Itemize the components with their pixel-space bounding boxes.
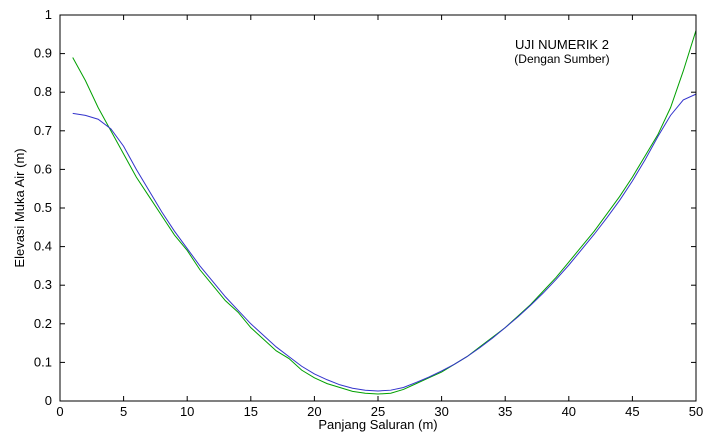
series-line-2 (72, 93, 697, 392)
plot-background (60, 15, 696, 401)
x-tick-label: 50 (689, 404, 703, 419)
x-tick-label: 10 (180, 404, 194, 419)
x-axis: 0 5 10 15 20 25 30 35 40 45 50 (56, 15, 703, 419)
y-tick-label: 0.5 (34, 200, 52, 215)
y-tick-label: 0.7 (34, 123, 52, 138)
x-tick-label: 15 (244, 404, 258, 419)
x-tick-label: 5 (120, 404, 127, 419)
y-tick-label: 0.2 (34, 316, 52, 331)
y-tick-label: 1 (45, 7, 52, 22)
y-tick-label: 0.9 (34, 46, 52, 61)
y-tick-label: 0 (45, 393, 52, 408)
series-line-1 (72, 30, 697, 395)
x-tick-label: 40 (562, 404, 576, 419)
y-tick-label: 0.1 (34, 354, 52, 369)
y-tick-label: 0.6 (34, 161, 52, 176)
x-tick-label: 0 (56, 404, 63, 419)
annotation-title: UJI NUMERIK 2 (515, 37, 609, 52)
x-tick-label: 20 (307, 404, 321, 419)
y-axis: 0 0.1 0.2 0.3 0.4 0.5 0.6 0.7 0.8 0.9 1 (34, 7, 696, 408)
y-tick-label: 0.3 (34, 277, 52, 292)
x-axis-label: Panjang Saluran (m) (318, 417, 437, 432)
y-tick-label: 0.8 (34, 84, 52, 99)
x-tick-label: 35 (498, 404, 512, 419)
annotation-subtitle: (Dengan Sumber) (514, 52, 609, 66)
x-tick-label: 45 (625, 404, 639, 419)
x-tick-label: 25 (371, 404, 385, 419)
y-tick-label: 0.4 (34, 239, 52, 254)
x-tick-label: 30 (434, 404, 448, 419)
y-axis-label: Elevasi Muka Air (m) (12, 148, 27, 267)
series-layer (72, 30, 697, 395)
